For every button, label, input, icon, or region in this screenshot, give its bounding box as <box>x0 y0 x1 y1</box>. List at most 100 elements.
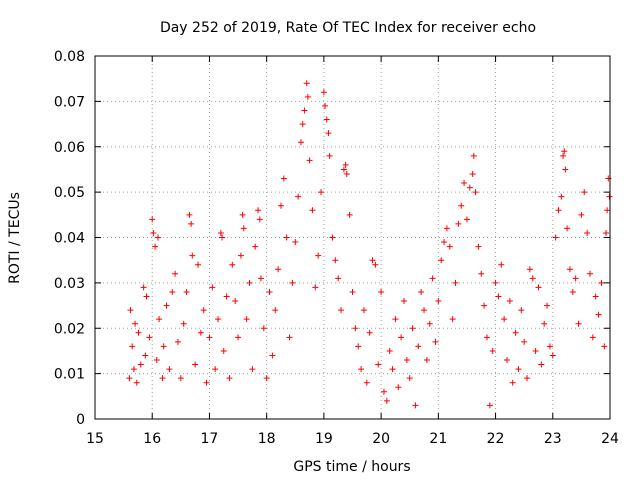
y-tick-label: 0.04 <box>54 231 85 247</box>
data-point <box>166 366 173 373</box>
data-point <box>569 288 576 295</box>
data-point <box>332 257 339 264</box>
data-point <box>240 225 247 232</box>
data-point <box>269 352 276 359</box>
x-tick-label: 23 <box>544 431 562 447</box>
data-point <box>443 225 450 232</box>
data-point <box>529 275 536 282</box>
data-point <box>192 361 199 368</box>
data-point <box>409 325 416 332</box>
data-point <box>229 261 236 268</box>
data-point <box>360 307 367 314</box>
data-point <box>589 334 596 341</box>
data-point <box>137 361 144 368</box>
y-tick-label: 0.02 <box>54 321 85 337</box>
x-tick-label: 20 <box>372 431 390 447</box>
data-point <box>538 361 545 368</box>
data-point <box>243 316 250 323</box>
data-point <box>470 152 477 159</box>
data-point <box>132 320 139 327</box>
data-point <box>455 220 462 227</box>
data-point <box>200 307 207 314</box>
data-point <box>150 229 157 236</box>
data-point <box>483 334 490 341</box>
data-point <box>256 216 263 223</box>
x-tick-label: 18 <box>258 431 276 447</box>
data-point <box>449 316 456 323</box>
data-point <box>126 375 133 382</box>
data-point <box>255 207 262 214</box>
data-point <box>246 279 253 286</box>
data-point <box>504 357 510 364</box>
y-tick-label: 0.03 <box>54 276 85 292</box>
data-point <box>512 329 519 336</box>
data-point <box>295 193 302 200</box>
y-tick-label: 0.05 <box>54 185 85 201</box>
y-tick-label: 0.01 <box>54 367 85 383</box>
data-point <box>438 257 445 264</box>
data-point <box>188 220 195 227</box>
data-point <box>412 402 419 409</box>
chart-title: Day 252 of 2019, Rate Of TEC Index for r… <box>160 20 536 36</box>
data-point <box>197 329 204 336</box>
data-point <box>524 375 531 382</box>
data-point <box>154 234 161 241</box>
data-point <box>335 275 342 282</box>
x-tick-label: 22 <box>487 431 505 447</box>
data-point <box>558 193 565 200</box>
data-point <box>392 316 399 323</box>
y-axis-label: ROTI / TECUs <box>7 192 23 284</box>
data-points <box>126 80 613 409</box>
data-point <box>133 379 140 386</box>
data-point <box>421 307 428 314</box>
data-point <box>301 107 308 114</box>
data-point <box>275 266 282 273</box>
data-point <box>463 216 470 223</box>
data-point <box>401 298 407 305</box>
data-point <box>315 252 322 259</box>
data-point <box>566 266 573 273</box>
data-point <box>475 243 482 250</box>
data-point <box>226 375 233 382</box>
data-point <box>478 270 485 277</box>
data-point <box>260 325 267 332</box>
data-point <box>602 229 609 236</box>
data-point <box>219 234 226 241</box>
data-point <box>486 402 493 409</box>
data-point <box>153 357 160 364</box>
x-tick-label: 19 <box>315 431 333 447</box>
data-point <box>386 347 393 354</box>
data-point <box>441 239 448 246</box>
data-point <box>304 93 311 100</box>
data-point <box>169 288 176 295</box>
data-point <box>592 293 599 300</box>
tick-labels: 15 16 17 18 19 20 21 22 23 24 0 0.01 0.02 0.03 0.04 0.0… <box>54 49 619 447</box>
data-point <box>606 193 613 200</box>
data-point <box>395 384 402 391</box>
data-point <box>249 366 256 373</box>
data-point <box>572 275 579 282</box>
data-point <box>595 311 602 318</box>
data-point <box>342 161 349 168</box>
data-point <box>562 166 569 173</box>
data-point <box>358 366 365 373</box>
data-point <box>203 379 210 386</box>
data-point <box>209 284 216 291</box>
data-point <box>277 202 284 209</box>
data-point <box>584 229 591 236</box>
data-point <box>189 252 196 259</box>
data-point <box>283 234 290 241</box>
data-point <box>329 234 336 241</box>
data-point <box>346 211 353 218</box>
data-point <box>349 288 356 295</box>
data-point <box>303 80 310 87</box>
data-point <box>461 180 468 187</box>
data-point <box>326 152 333 159</box>
data-point <box>446 243 453 250</box>
data-point <box>549 352 556 359</box>
data-point <box>152 243 159 250</box>
x-tick-label: 15 <box>86 431 104 447</box>
data-point <box>206 334 213 341</box>
data-point <box>532 347 539 354</box>
